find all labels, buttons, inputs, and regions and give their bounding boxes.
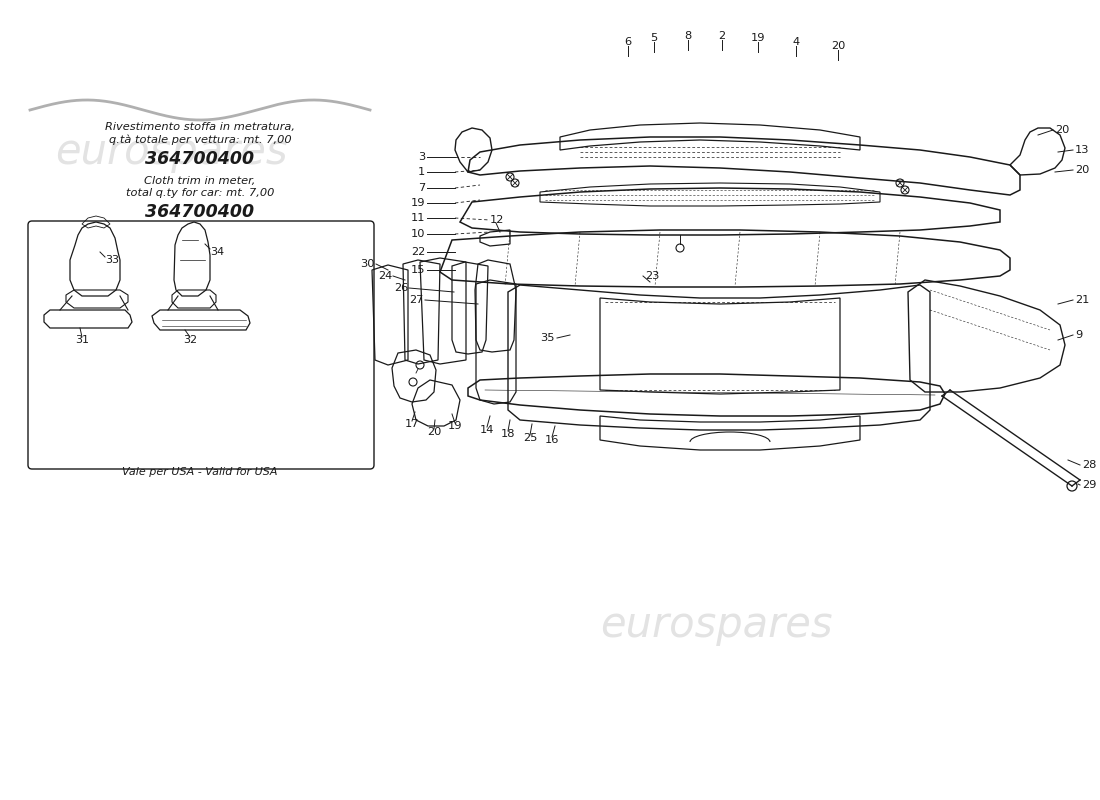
Text: 28: 28: [1082, 460, 1097, 470]
Text: 19: 19: [750, 33, 766, 43]
Text: 9: 9: [1075, 330, 1082, 340]
Text: 19: 19: [448, 421, 462, 431]
Text: 3: 3: [418, 152, 425, 162]
Text: 20: 20: [427, 427, 441, 437]
Text: 26: 26: [394, 283, 408, 293]
Text: 34: 34: [210, 247, 224, 257]
Text: 33: 33: [104, 255, 119, 265]
Text: Rivestimento stoffa in metratura,: Rivestimento stoffa in metratura,: [104, 122, 295, 132]
Text: 5: 5: [650, 33, 658, 43]
Text: 30: 30: [361, 259, 375, 269]
Text: 364700400: 364700400: [145, 203, 254, 221]
Text: 18: 18: [500, 429, 515, 439]
Text: 25: 25: [522, 433, 537, 443]
Text: 8: 8: [684, 31, 692, 41]
Text: 22: 22: [410, 247, 425, 257]
Text: total q.ty for car: mt. 7,00: total q.ty for car: mt. 7,00: [125, 188, 274, 198]
Text: eurospares: eurospares: [600, 604, 833, 646]
Text: 13: 13: [1075, 145, 1089, 155]
Text: 1: 1: [418, 167, 425, 177]
Text: 20: 20: [830, 41, 845, 51]
Text: eurospares: eurospares: [100, 395, 271, 425]
Text: 24: 24: [377, 271, 392, 281]
Text: 7: 7: [418, 183, 425, 193]
Text: 10: 10: [410, 229, 425, 239]
Text: 23: 23: [645, 271, 659, 281]
Text: 16: 16: [544, 435, 559, 445]
Text: 35: 35: [540, 333, 556, 343]
Text: 12: 12: [490, 215, 505, 225]
Text: 32: 32: [183, 335, 197, 345]
Text: 6: 6: [625, 37, 631, 47]
Text: q.tà totale per vettura: mt. 7,00: q.tà totale per vettura: mt. 7,00: [109, 134, 292, 146]
FancyBboxPatch shape: [28, 221, 374, 469]
Text: 14: 14: [480, 425, 494, 435]
Text: 364700400: 364700400: [145, 150, 254, 168]
Text: Cloth trim in meter,: Cloth trim in meter,: [144, 176, 255, 186]
Text: 19: 19: [410, 198, 425, 208]
Text: 2: 2: [718, 31, 726, 41]
Text: 17: 17: [405, 419, 419, 429]
Text: 20: 20: [1055, 125, 1069, 135]
Text: Vale per USA - Valid for USA: Vale per USA - Valid for USA: [122, 467, 277, 477]
Text: 29: 29: [1082, 480, 1097, 490]
Text: 21: 21: [1075, 295, 1089, 305]
Text: eurospares: eurospares: [55, 131, 287, 173]
Text: 27: 27: [409, 295, 424, 305]
Text: 20: 20: [1075, 165, 1089, 175]
Text: 11: 11: [410, 213, 425, 223]
Text: 31: 31: [75, 335, 89, 345]
Text: 15: 15: [410, 265, 425, 275]
Text: 4: 4: [792, 37, 800, 47]
